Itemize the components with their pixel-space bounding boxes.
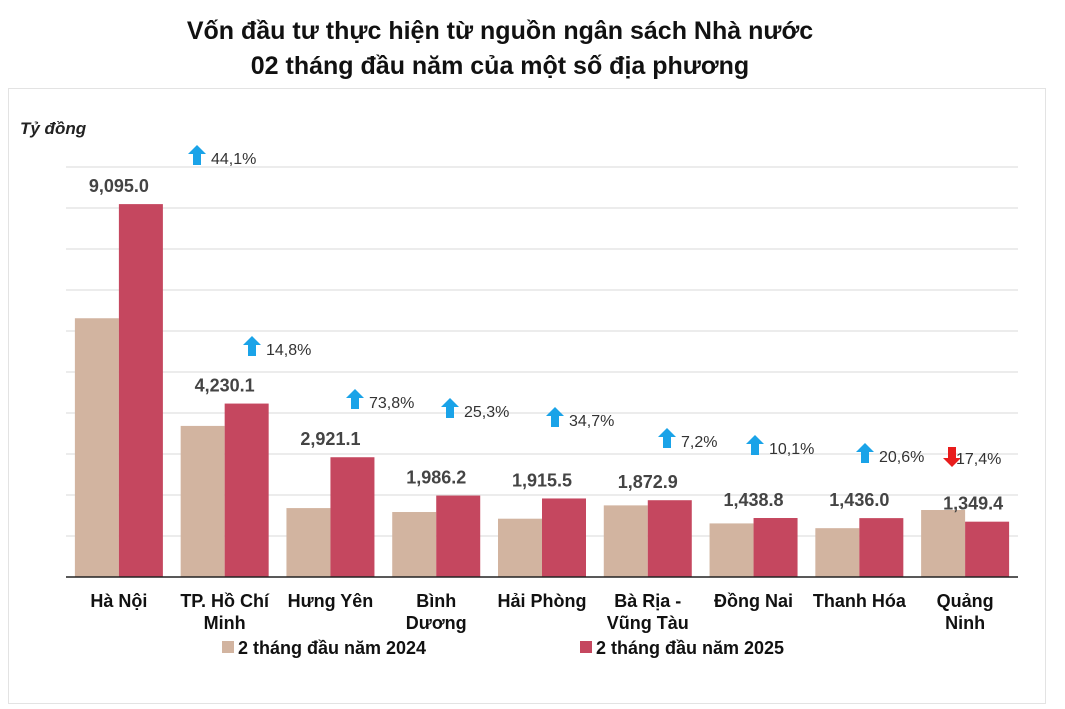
bar-2025 (118, 204, 163, 578)
change-label: 7,2% (681, 434, 717, 451)
change-label: 73,8% (369, 395, 414, 412)
category-label: Quảng (937, 591, 994, 611)
category-label: Hà Nội (90, 591, 147, 611)
data-label: 2,921.1 (300, 429, 360, 449)
bar-2025 (436, 495, 481, 577)
bar-2025 (330, 457, 375, 577)
data-label: 9,095.0 (89, 176, 149, 196)
bar-2024 (74, 318, 119, 577)
chart-frame (8, 88, 1046, 704)
arrow-up-icon (658, 428, 676, 448)
category-label: Hải Phòng (498, 591, 587, 611)
bar-2024 (709, 523, 754, 577)
category-label: Bình (416, 591, 456, 611)
category-label: Vũng Tàu (607, 613, 689, 633)
data-label: 1,438.8 (724, 490, 784, 510)
chart-title-line-1: Vốn đầu tư thực hiện từ nguồn ngân sách … (186, 17, 814, 45)
arrow-down-icon (943, 447, 961, 467)
legend-swatch (222, 641, 234, 653)
change-label: 10,1% (769, 441, 814, 458)
legend-label: 2 tháng đầu năm 2024 (238, 638, 426, 658)
bar-2025 (542, 498, 586, 577)
data-label: 1,436.0 (829, 490, 889, 510)
bar-2024 (286, 508, 331, 577)
arrow-up-icon (243, 336, 261, 356)
chart-title: Vốn đầu tư thực hiện từ nguồn ngân sách … (0, 14, 1000, 84)
bar-2025 (753, 518, 798, 577)
arrow-up-icon (188, 145, 206, 165)
bar-2025 (965, 521, 1010, 577)
bar-2024 (603, 505, 648, 577)
category-label: Minh (204, 613, 246, 633)
arrow-up-icon (546, 407, 564, 427)
category-label: Dương (406, 613, 467, 633)
category-label: Ninh (945, 613, 985, 633)
category-label: Đồng Nai (714, 591, 793, 611)
change-label: 44,1% (211, 151, 256, 168)
bar-2024 (815, 528, 860, 577)
bar-2024 (180, 425, 225, 577)
legend-label: 2 tháng đầu năm 2025 (596, 638, 784, 658)
bar-2024 (921, 510, 966, 577)
category-label: Hưng Yên (288, 591, 374, 611)
arrow-up-icon (441, 398, 459, 418)
bar-2024 (392, 512, 437, 577)
arrow-up-icon (746, 435, 764, 455)
data-label: 1,915.5 (512, 470, 572, 490)
change-label: 20,6% (879, 449, 924, 466)
bar-2025 (647, 500, 692, 577)
bar-2024 (498, 518, 542, 577)
chart-title-line-2: 02 tháng đầu năm của một số địa phương (250, 52, 750, 80)
change-label: 34,7% (569, 413, 614, 430)
bar-2025 (859, 518, 904, 577)
category-label: Bà Rịa - (614, 591, 681, 611)
bar-2025 (224, 403, 269, 577)
data-label: 4,230.1 (195, 376, 255, 396)
y-axis-label: Tỷ đồng (20, 119, 87, 138)
data-label: 1,872.9 (618, 472, 678, 492)
change-label: 17,4% (956, 451, 1001, 468)
category-label: TP. Hồ Chí (180, 591, 270, 611)
change-label: 25,3% (464, 404, 509, 421)
arrow-up-icon (346, 389, 364, 409)
data-label: 1,986.2 (406, 468, 466, 488)
legend-swatch (580, 641, 592, 653)
data-label: 1,349.4 (943, 494, 1003, 514)
category-label: Thanh Hóa (813, 591, 907, 611)
arrow-up-icon (856, 443, 874, 463)
change-label: 14,8% (266, 342, 311, 359)
